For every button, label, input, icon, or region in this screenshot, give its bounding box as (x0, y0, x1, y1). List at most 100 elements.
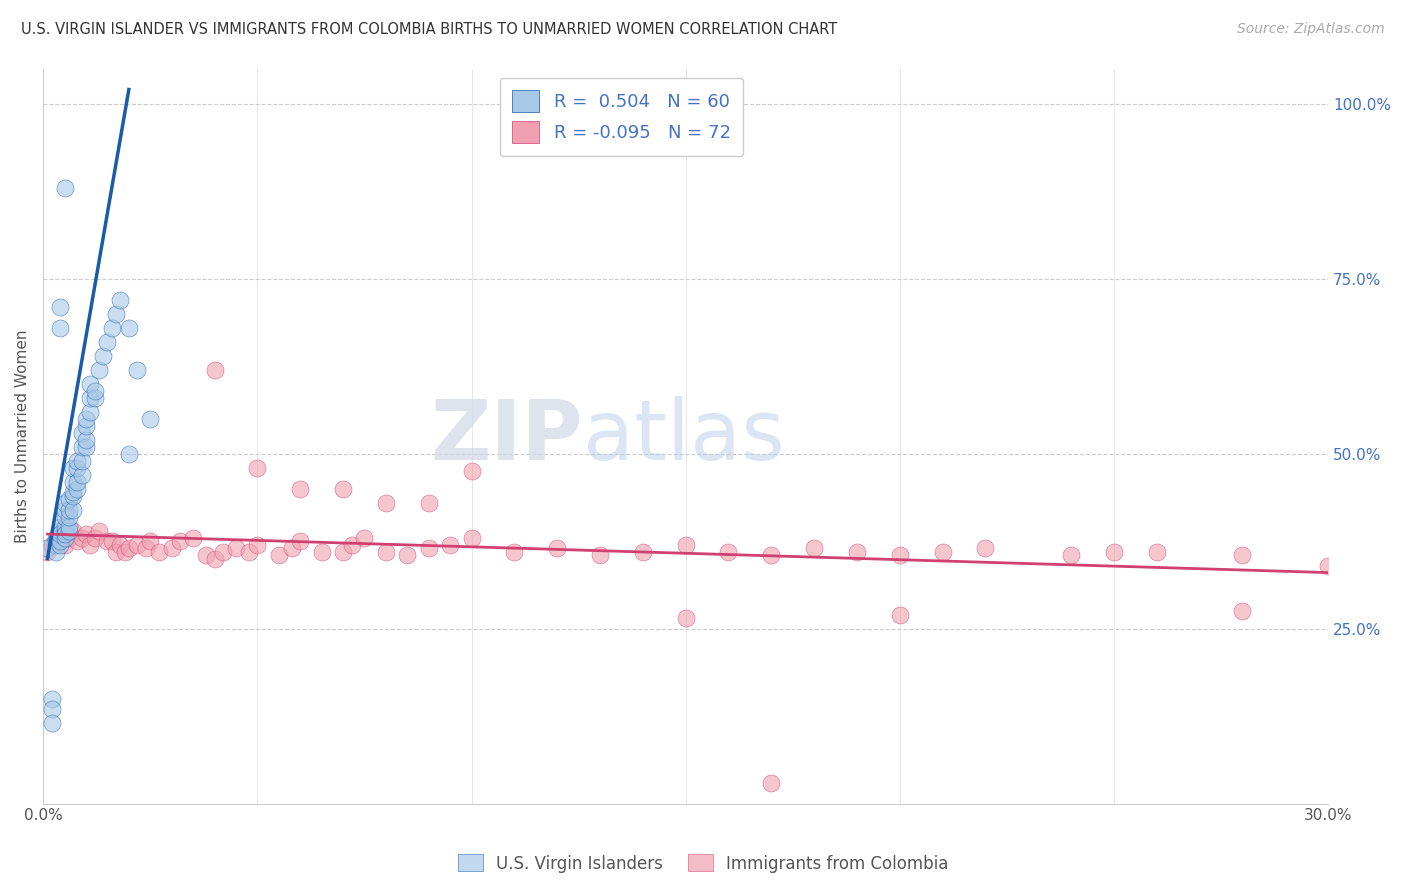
Point (439, 538, 461, 552)
Point (139, 411, 162, 425)
Point (225, 541, 247, 555)
Point (204, 362, 226, 376)
Point (49, 527, 72, 541)
Point (290, 534, 312, 549)
Point (53, 495, 76, 509)
Point (100, 534, 122, 549)
Point (41, 716, 63, 731)
Point (53, 524, 76, 538)
Point (311, 544, 333, 558)
Point (374, 544, 396, 558)
Point (87, 524, 110, 538)
Point (87, 362, 110, 376)
Point (246, 460, 269, 475)
Point (70, 453, 93, 467)
Point (169, 534, 191, 549)
Point (460, 531, 482, 545)
Point (280, 541, 302, 555)
Point (53, 538, 76, 552)
Point (135, 541, 157, 555)
Point (58, 524, 80, 538)
Point (290, 482, 312, 496)
Point (79, 376, 101, 391)
Point (66, 534, 89, 549)
Point (45, 538, 67, 552)
Point (931, 544, 953, 558)
Point (70, 531, 93, 545)
Point (761, 775, 783, 789)
Point (212, 544, 235, 558)
Point (418, 541, 440, 555)
Point (83, 384, 105, 398)
Point (118, 320, 141, 334)
Point (45, 534, 67, 549)
Point (70, 440, 93, 454)
Point (374, 495, 396, 509)
Point (62, 524, 84, 538)
Point (58, 492, 80, 507)
Point (267, 548, 290, 562)
Point (75, 440, 97, 454)
Point (1060, 548, 1083, 562)
Point (396, 548, 419, 562)
Point (49, 524, 72, 538)
Point (45, 534, 67, 549)
Point (75, 527, 97, 541)
Point (49, 531, 72, 545)
Point (41, 702, 63, 716)
Point (91, 349, 114, 363)
Point (62, 475, 84, 489)
Point (53, 520, 76, 534)
Text: ZIP: ZIP (430, 395, 583, 476)
Point (717, 544, 740, 558)
Point (53, 527, 76, 541)
Point (974, 541, 997, 555)
Point (889, 548, 911, 562)
Point (62, 460, 84, 475)
Point (66, 460, 89, 475)
Point (100, 320, 122, 334)
Point (194, 548, 217, 562)
Point (79, 404, 101, 418)
Point (53, 509, 76, 524)
Point (62, 485, 84, 500)
Point (49, 300, 72, 314)
Point (66, 475, 89, 489)
Point (160, 541, 183, 555)
Point (675, 611, 697, 625)
Point (127, 538, 149, 552)
Point (37, 541, 59, 555)
Point (49, 520, 72, 534)
Point (114, 544, 136, 558)
Point (37, 544, 59, 558)
Point (110, 293, 132, 307)
Legend: U.S. Virgin Islanders, Immigrants from Colombia: U.S. Virgin Islanders, Immigrants from C… (451, 847, 955, 880)
Point (58, 509, 80, 524)
Point (761, 548, 783, 562)
Text: Source: ZipAtlas.com: Source: ZipAtlas.com (1237, 22, 1385, 37)
Text: atlas: atlas (583, 395, 785, 476)
Point (75, 418, 97, 433)
Point (631, 544, 654, 558)
Point (246, 538, 269, 552)
Point (846, 544, 869, 558)
Point (1232, 604, 1254, 618)
Point (803, 541, 825, 555)
Point (546, 541, 568, 555)
Point (204, 551, 226, 566)
Point (238, 544, 260, 558)
Point (83, 391, 105, 405)
Point (1146, 544, 1168, 558)
Point (139, 534, 162, 549)
Point (79, 538, 101, 552)
Point (110, 538, 132, 552)
Point (58, 531, 80, 545)
Point (332, 482, 354, 496)
Point (589, 548, 612, 562)
Point (49, 320, 72, 334)
Point (332, 544, 354, 558)
Point (58, 520, 80, 534)
Point (62, 502, 84, 516)
Point (62, 489, 84, 503)
Point (83, 531, 105, 545)
